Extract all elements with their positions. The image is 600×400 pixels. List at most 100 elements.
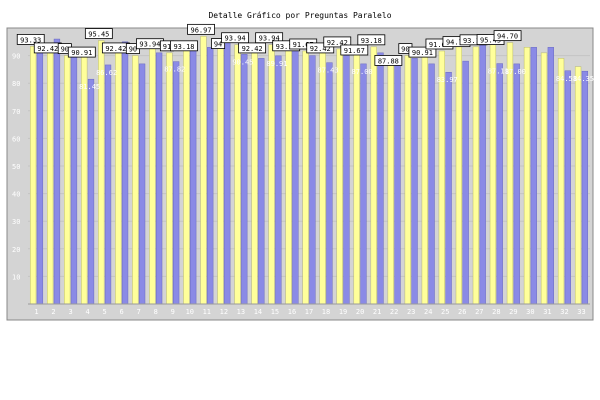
bar-series-b xyxy=(224,36,231,305)
bar-series-b xyxy=(70,47,78,305)
data-label-series-a: 93.94 xyxy=(259,35,280,43)
bar-series-a xyxy=(370,46,377,305)
bar-series-b xyxy=(360,63,367,305)
x-tick-label: 14 xyxy=(254,308,262,316)
bar-series-a xyxy=(489,40,497,305)
bar-series-a xyxy=(353,50,360,305)
bar-series-b xyxy=(104,64,112,305)
bar-series-b xyxy=(309,55,316,305)
data-label-series-b: 87.82 xyxy=(164,66,185,74)
data-label-series-a: 93.18 xyxy=(463,37,484,45)
x-tick-label: 1 xyxy=(34,308,38,316)
x-tick-label: 26 xyxy=(458,308,466,316)
data-label-box xyxy=(238,42,267,54)
bar-series-a xyxy=(64,55,71,305)
y-tick-label: 10 xyxy=(12,273,20,281)
y-tick-label: 60 xyxy=(12,135,20,143)
y-tick-label: 50 xyxy=(12,163,20,171)
bar-series-b xyxy=(53,38,61,305)
data-label-series-a: 90.91 xyxy=(71,49,92,57)
bar-series-a xyxy=(472,46,480,305)
bar-series-b xyxy=(258,58,265,305)
x-tick-label: 20 xyxy=(356,308,364,316)
bar-series-a xyxy=(438,50,445,305)
bar-series-b xyxy=(581,70,589,305)
bar-series-a xyxy=(387,61,394,305)
x-tick-label: 30 xyxy=(526,308,534,316)
data-label-series-a: 94.70 xyxy=(446,39,467,47)
bar-series-b xyxy=(411,58,418,305)
bar-series-b xyxy=(343,55,350,305)
x-tick-label: 3 xyxy=(68,308,72,316)
data-label-series-b: 83.97 xyxy=(437,76,458,84)
bar-series-a xyxy=(149,44,156,305)
x-tick-label: 31 xyxy=(543,308,551,316)
bar-series-a xyxy=(540,52,548,305)
x-tick-label: 22 xyxy=(390,308,398,316)
x-tick-label: 24 xyxy=(424,308,432,316)
data-label-series-a: 93.33 xyxy=(20,36,41,44)
x-tick-label: 7 xyxy=(137,308,141,316)
data-label-series-b: 90.45 xyxy=(232,58,253,66)
data-label-series-a: 92.42 xyxy=(242,45,263,53)
y-tick-label: 80 xyxy=(12,80,20,88)
data-label-series-a: 94 xyxy=(214,41,222,49)
bar-series-a xyxy=(132,55,139,305)
bar-series-b xyxy=(36,41,44,305)
data-label-series-b: 87.00 xyxy=(352,68,373,76)
x-tick-label: 27 xyxy=(475,308,483,316)
data-label-series-a: 92.42 xyxy=(327,39,348,47)
bar-series-b xyxy=(547,47,554,305)
data-label-series-a: 90.91 xyxy=(412,49,433,57)
bar-series-b xyxy=(173,61,180,305)
data-label-series-b: 84.51 xyxy=(556,75,577,83)
x-tick-label: 4 xyxy=(85,308,89,316)
bar-series-b xyxy=(241,54,248,305)
bar-series-a xyxy=(166,52,173,305)
bar-series-b xyxy=(513,63,520,305)
bar-series-a xyxy=(47,48,54,305)
data-label-series-a: 92.42 xyxy=(37,45,58,53)
x-tick-label: 5 xyxy=(103,308,107,316)
data-label-box xyxy=(374,55,403,66)
data-label-box xyxy=(408,46,437,58)
data-label-series-b: 87.11 xyxy=(488,68,509,76)
y-tick-label: 20 xyxy=(12,246,20,254)
x-tick-label: 2 xyxy=(51,308,55,316)
bar-series-a xyxy=(183,46,190,305)
bar-series-b xyxy=(428,63,435,305)
bar-series-a xyxy=(251,48,258,305)
data-label-series-b: 84.35 xyxy=(573,75,594,83)
bar-series-b xyxy=(275,55,282,305)
data-label-box xyxy=(340,44,369,56)
data-label-series-a: 91.67 xyxy=(293,41,314,49)
bar-series-a xyxy=(234,44,241,305)
x-tick-label: 33 xyxy=(577,308,585,316)
data-label-series-a: 93.18 xyxy=(173,43,194,51)
bar-series-b xyxy=(445,71,452,305)
bar-series-a xyxy=(557,58,565,305)
x-tick-label: 29 xyxy=(509,308,517,316)
x-tick-label: 15 xyxy=(271,308,279,316)
data-label-box xyxy=(306,42,335,54)
x-tick-label: 19 xyxy=(339,308,347,316)
data-label-series-a: 90 xyxy=(401,46,409,54)
data-label-box xyxy=(67,46,96,58)
bar-series-b xyxy=(479,41,486,305)
bar-series-a xyxy=(506,42,514,305)
y-tick-label: 90 xyxy=(12,53,20,61)
bar-series-b xyxy=(155,52,163,305)
data-label-box xyxy=(211,38,226,49)
data-label-series-b: 87.43 xyxy=(317,67,338,75)
data-label-box xyxy=(357,34,386,46)
x-tick-label: 16 xyxy=(288,308,296,316)
data-label-series-b: 81.45 xyxy=(79,83,100,91)
x-tick-label: 17 xyxy=(305,308,313,316)
bar-series-a xyxy=(574,66,582,305)
data-label-series-a: 92.42 xyxy=(310,45,331,53)
x-tick-label: 6 xyxy=(120,308,124,316)
data-label-series-a: 91.67 xyxy=(429,41,450,49)
